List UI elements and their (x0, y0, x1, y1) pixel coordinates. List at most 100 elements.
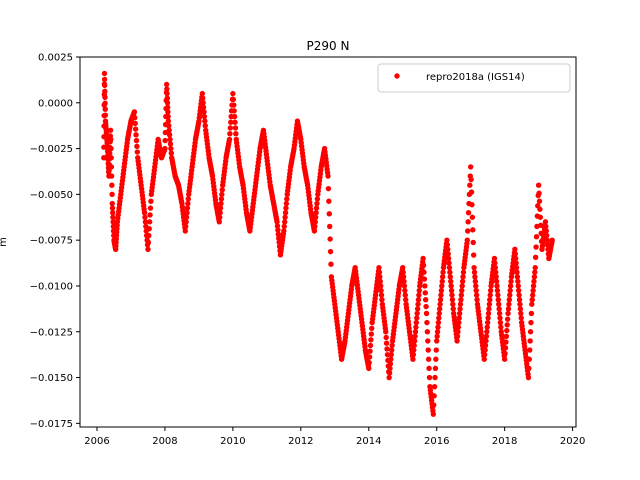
data-point (497, 315, 503, 321)
data-point (384, 346, 390, 352)
data-point (517, 301, 523, 307)
data-point (387, 361, 394, 367)
data-point (507, 292, 513, 298)
data-point (504, 322, 510, 328)
data-point (494, 283, 500, 289)
data-point (492, 260, 498, 266)
data-point (281, 228, 287, 234)
data-point (368, 331, 375, 337)
data-point (102, 88, 108, 95)
data-point (232, 125, 239, 131)
data-point (134, 149, 141, 155)
data-point (423, 303, 429, 310)
data-point (486, 306, 492, 312)
data-point (383, 340, 390, 346)
data-point (459, 278, 466, 285)
data-point (109, 209, 116, 216)
data-point (413, 324, 419, 330)
data-point (108, 164, 115, 170)
data-point (507, 283, 514, 289)
data-point (145, 239, 152, 246)
legend-marker (394, 73, 400, 79)
data-point (110, 219, 116, 225)
data-point (501, 356, 508, 362)
data-point (536, 198, 543, 204)
data-point (531, 278, 537, 285)
data-point (232, 119, 238, 125)
data-point (440, 269, 446, 275)
data-point (274, 219, 280, 225)
data-point (226, 136, 233, 143)
y-tick-label: −0.0125 (30, 327, 73, 338)
data-point (531, 274, 538, 280)
data-point (459, 287, 465, 294)
data-point (543, 223, 549, 230)
data-point (184, 205, 191, 211)
data-point (481, 356, 487, 362)
data-point (313, 209, 319, 216)
data-point (107, 127, 114, 133)
data-point (447, 269, 453, 275)
data-point (420, 255, 426, 262)
data-point (216, 219, 222, 225)
data-point (444, 242, 451, 248)
x-tick-label: 2012 (288, 436, 313, 447)
data-point (133, 137, 140, 144)
data-point (410, 351, 417, 358)
data-point (426, 374, 433, 381)
legend-box (377, 63, 571, 93)
data-point (448, 278, 454, 285)
data-point (537, 214, 544, 220)
data-point (458, 292, 465, 298)
data-point (450, 301, 456, 307)
data-point (185, 200, 191, 207)
data-point (507, 287, 513, 294)
data-point (527, 338, 533, 344)
data-point (218, 196, 225, 202)
data-point (424, 329, 431, 335)
data-point (109, 200, 115, 207)
data-point (473, 287, 479, 294)
data-point (102, 106, 108, 112)
data-point (425, 347, 431, 353)
data-point (387, 365, 393, 372)
data-point (549, 237, 555, 243)
data-point (460, 269, 467, 275)
data-point (201, 109, 207, 115)
data-point (535, 182, 542, 188)
data-point (403, 296, 409, 303)
data-point (325, 185, 332, 192)
data-point (421, 269, 427, 275)
data-point (400, 274, 407, 280)
data-point (165, 109, 171, 115)
data-point (470, 252, 477, 258)
data-point (512, 246, 518, 253)
data-point (183, 223, 189, 230)
data-point (438, 287, 445, 294)
data-point (132, 114, 138, 121)
data-point (314, 200, 320, 207)
data-point (108, 145, 114, 152)
data-point (326, 211, 332, 217)
data-point (132, 120, 138, 127)
data-point (275, 227, 281, 233)
data-point (457, 301, 464, 307)
data-point (495, 292, 501, 298)
data-point (543, 228, 549, 234)
data-point (516, 296, 523, 303)
legend-label: repro2018a (IGS14) (426, 72, 525, 83)
data-point (133, 132, 139, 138)
data-point (313, 205, 320, 211)
data-point (487, 296, 493, 303)
data-point (109, 182, 115, 188)
data-point (485, 310, 492, 317)
data-point (482, 347, 488, 353)
data-point (469, 214, 476, 220)
data-point (514, 269, 520, 275)
data-point (449, 296, 456, 303)
data-point (460, 274, 466, 280)
data-point (401, 283, 408, 289)
data-point (503, 339, 509, 345)
data-point (456, 319, 462, 326)
data-point (230, 90, 236, 97)
